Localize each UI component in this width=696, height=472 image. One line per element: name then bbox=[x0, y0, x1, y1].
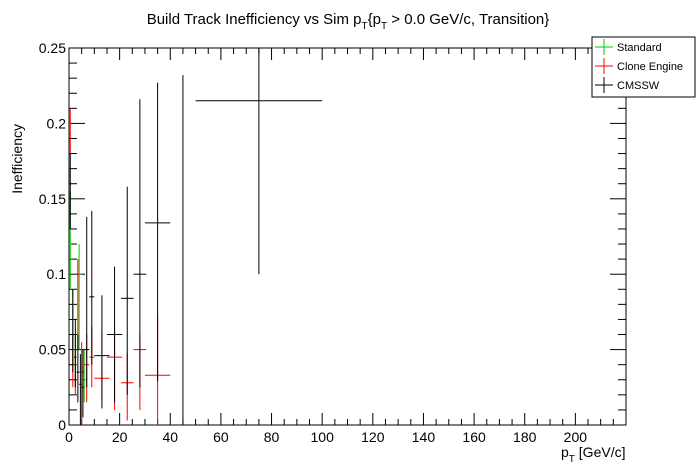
legend-entry: CMSSW bbox=[595, 77, 660, 93]
data-point bbox=[71, 289, 75, 373]
legend-entry: Clone Engine bbox=[595, 58, 683, 74]
data-point bbox=[81, 349, 87, 403]
x-tick-label: 80 bbox=[264, 429, 280, 445]
x-tick-label: 60 bbox=[213, 429, 229, 445]
data-point bbox=[69, 153, 72, 229]
series-layer bbox=[69, 48, 323, 425]
data-point bbox=[76, 334, 80, 403]
x-tick-label: 140 bbox=[412, 429, 436, 445]
legend: Standard Clone Engine CMSSW bbox=[591, 36, 696, 98]
data-point bbox=[106, 266, 123, 403]
x-tick-label: 100 bbox=[311, 429, 335, 445]
x-axis-label: pT​ [GeV/c] bbox=[561, 444, 625, 465]
data-point bbox=[84, 216, 90, 388]
data-point bbox=[195, 48, 323, 275]
data-point bbox=[144, 82, 171, 382]
data-point bbox=[79, 342, 85, 425]
chart-title: Build Track Inefficiency vs Sim pT​{pT​ … bbox=[147, 11, 550, 32]
data-point bbox=[69, 108, 72, 154]
legend-label: CMSSW bbox=[617, 80, 660, 92]
series-cmssw bbox=[69, 48, 323, 425]
legend-entry: Standard bbox=[595, 39, 662, 55]
x-tick-label: 180 bbox=[513, 429, 537, 445]
x-tick-label: 0 bbox=[65, 429, 73, 445]
data-point bbox=[81, 349, 85, 418]
y-tick-label: 0.25 bbox=[39, 40, 66, 56]
y-tick-label: 0.2 bbox=[47, 115, 67, 131]
data-point bbox=[120, 186, 134, 395]
data-point bbox=[74, 319, 77, 388]
data-point bbox=[94, 295, 110, 409]
legend-items: Standard Clone Engine CMSSW bbox=[595, 39, 683, 93]
x-tick-label: 20 bbox=[112, 429, 128, 445]
data-point bbox=[133, 99, 147, 388]
x-tick-label: 200 bbox=[564, 429, 588, 445]
y-tick-label: 0.15 bbox=[39, 191, 66, 207]
data-point bbox=[89, 210, 95, 365]
data-point bbox=[76, 244, 82, 350]
y-tick-label: 0 bbox=[58, 417, 66, 433]
x-tick-label: 40 bbox=[162, 429, 178, 445]
data-point bbox=[79, 354, 82, 425]
y-tick-label: 0.1 bbox=[47, 266, 67, 282]
x-tick-label: 160 bbox=[462, 429, 486, 445]
y-axis-label: Inefficiency bbox=[9, 124, 25, 194]
plot-frame bbox=[68, 47, 627, 426]
y-tick-label: 0.05 bbox=[39, 342, 66, 358]
x-tick-label: 120 bbox=[361, 429, 385, 445]
legend-label: Clone Engine bbox=[617, 61, 683, 73]
legend-label: Standard bbox=[617, 42, 662, 54]
